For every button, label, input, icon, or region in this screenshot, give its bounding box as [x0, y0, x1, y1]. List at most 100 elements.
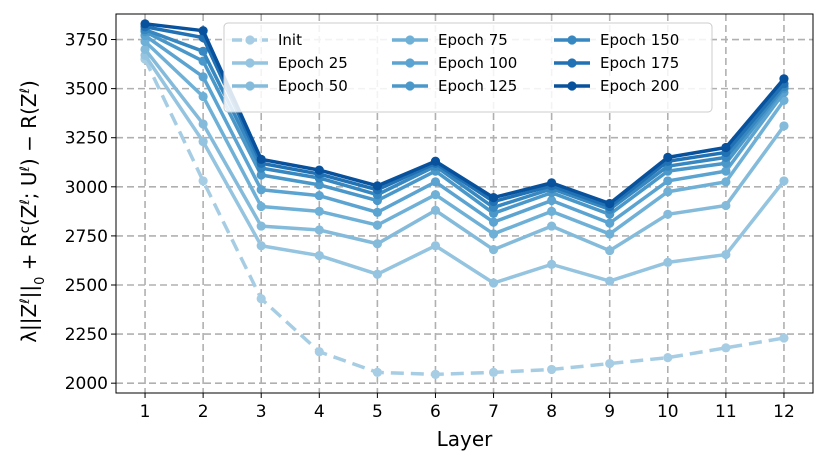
- x-tick-label: 9: [604, 402, 615, 422]
- ticks: 1 2 3 4 5 6 7 8 9 10 11 122000225025002750300032503…: [65, 31, 795, 422]
- y-tick-label: 2500: [65, 276, 108, 296]
- data-point: [663, 187, 673, 197]
- legend-label: Epoch 25: [278, 54, 348, 72]
- ylabel-part: λ||Z: [17, 304, 41, 343]
- legend-marker: [245, 35, 255, 45]
- data-point: [605, 246, 615, 256]
- plot-frame: [115, 13, 814, 394]
- data-point: [547, 178, 557, 188]
- series-line: [144, 25, 786, 209]
- legend-marker: [405, 58, 415, 68]
- data-point: [721, 177, 731, 187]
- data-point: [256, 154, 266, 164]
- data-point: [488, 367, 499, 377]
- data-point: [488, 229, 499, 239]
- data-point: [430, 241, 441, 251]
- ylabel-part: 0: [33, 277, 48, 285]
- data-point: [372, 367, 382, 377]
- series-line: [144, 30, 786, 217]
- data-point: [314, 191, 324, 201]
- legend-label: Init: [278, 31, 302, 49]
- legend-entry: Epoch 75: [392, 31, 508, 49]
- data-point: [198, 176, 208, 186]
- data-point: [430, 156, 441, 166]
- legend-entry: Epoch 150: [554, 31, 679, 49]
- series-line: [143, 54, 786, 285]
- x-tick-label: 7: [488, 402, 499, 422]
- data-point: [779, 333, 789, 343]
- data-point: [372, 220, 382, 230]
- data-point: [547, 364, 557, 375]
- data-point: [314, 180, 324, 190]
- data-point: [314, 165, 324, 175]
- data-point: [198, 72, 208, 82]
- series-epoch-75: [140, 36, 789, 239]
- data-point: [314, 206, 324, 216]
- data-point: [721, 200, 731, 211]
- series-init: [140, 54, 789, 379]
- y-tick-label: 2250: [65, 325, 108, 345]
- x-axis-label: Layer: [437, 427, 494, 451]
- y-tick-label: 2750: [65, 227, 108, 247]
- legend-marker: [567, 58, 577, 68]
- legend-label: Epoch 125: [438, 77, 517, 95]
- ylabel-part: + R: [17, 233, 41, 276]
- legend-marker: [245, 81, 255, 91]
- legend-marker: [567, 35, 577, 45]
- data-point: [779, 121, 789, 131]
- data-point: [140, 19, 150, 29]
- data-point: [721, 142, 731, 153]
- data-point: [372, 239, 382, 249]
- data-point: [547, 259, 557, 269]
- legend-entry: Epoch 200: [554, 77, 679, 95]
- legend-label: Epoch 100: [438, 54, 517, 72]
- data-point: [198, 26, 208, 36]
- data-point: [663, 353, 673, 363]
- data-point: [314, 225, 324, 235]
- data-point: [663, 176, 673, 186]
- data-point: [488, 193, 499, 203]
- data-point: [663, 257, 673, 268]
- data-point: [605, 276, 615, 286]
- series-epoch-200: [140, 19, 789, 209]
- series-line: [144, 22, 786, 206]
- data-point: [488, 217, 499, 227]
- data-point: [605, 358, 615, 369]
- data-point: [721, 249, 731, 260]
- legend-entry: Epoch 125: [392, 77, 517, 95]
- legend-entry: Init: [232, 31, 302, 49]
- data-point: [256, 221, 266, 231]
- data-point: [663, 152, 673, 162]
- legend-label: Epoch 150: [600, 31, 679, 49]
- data-point: [488, 278, 499, 288]
- data-point: [256, 185, 266, 195]
- ylabel-part: ) − R(Z: [17, 93, 41, 166]
- data-point: [547, 221, 557, 231]
- x-tick-label: 5: [372, 402, 383, 422]
- data-point: [372, 181, 382, 191]
- y-tick-label: 3750: [65, 31, 108, 51]
- data-point: [779, 176, 789, 186]
- data-point: [430, 177, 441, 187]
- data-point: [430, 190, 441, 200]
- data-point: [372, 207, 382, 217]
- data-point: [721, 166, 731, 176]
- data-point: [198, 46, 208, 56]
- x-tick-label: 12: [773, 402, 795, 422]
- data-point: [605, 218, 615, 228]
- ylabel-part: ℓ: [18, 298, 33, 304]
- data-point: [547, 206, 557, 216]
- ylabel-part: ℓ: [18, 199, 33, 205]
- series-line: [143, 48, 786, 253]
- x-tick-label: 6: [430, 402, 441, 422]
- x-tick-label: 8: [546, 402, 557, 422]
- data-point: [314, 250, 324, 261]
- x-tick-label: 3: [256, 402, 267, 422]
- data-point: [372, 269, 382, 279]
- data-point: [198, 91, 208, 102]
- legend-label: Epoch 50: [278, 77, 348, 95]
- y-tick-label: 3000: [65, 178, 108, 198]
- ylabel-part: (Z: [17, 205, 41, 227]
